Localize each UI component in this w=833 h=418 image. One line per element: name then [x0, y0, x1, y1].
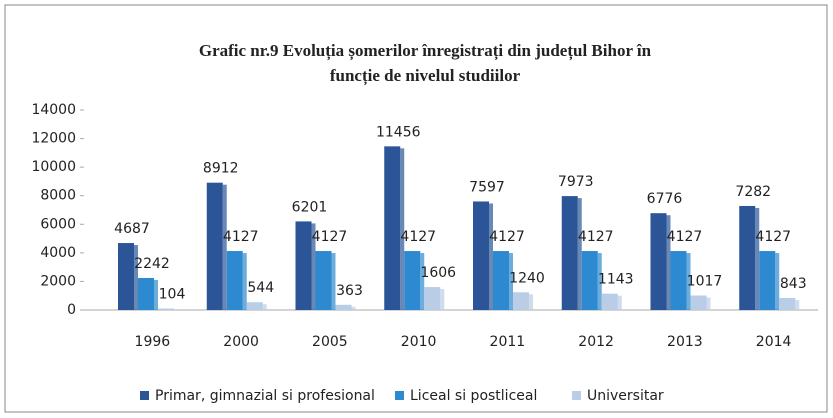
- x-tick-label: 2012: [578, 334, 614, 350]
- bar-side: [154, 279, 158, 310]
- bar: [335, 304, 352, 310]
- data-label: 4127: [667, 229, 703, 245]
- x-tick-label: 2000: [223, 334, 259, 350]
- bar: [650, 213, 667, 310]
- data-label: 544: [247, 280, 274, 296]
- data-label: 843: [780, 276, 807, 292]
- y-tick-label: 14000: [31, 102, 76, 118]
- chart-title: Grafic nr.9 Evoluția șomerilor înregistr…: [199, 41, 652, 61]
- bar: [601, 293, 618, 310]
- bar: [424, 287, 441, 310]
- y-tick-label: 0: [67, 302, 76, 318]
- bar-side: [242, 253, 247, 310]
- bar-side: [400, 148, 405, 310]
- bar: [404, 251, 421, 310]
- bar-side: [262, 304, 267, 310]
- bar-side: [351, 306, 356, 310]
- chart-border: [4, 4, 828, 413]
- bar-side: [577, 198, 582, 310]
- data-label: 4127: [578, 229, 614, 245]
- bar-side: [706, 297, 711, 310]
- bar-side: [311, 223, 316, 310]
- bar: [670, 251, 687, 310]
- data-label: 6201: [292, 199, 328, 215]
- bar: [315, 251, 332, 310]
- bar-side: [420, 253, 425, 310]
- data-label: 4687: [114, 221, 150, 237]
- bar-side: [617, 295, 622, 310]
- x-tick-label: 2010: [401, 334, 437, 350]
- bar: [759, 251, 776, 310]
- bar: [513, 292, 529, 310]
- legend-label: Universitar: [587, 388, 664, 404]
- x-tick-label: 2013: [667, 334, 703, 350]
- y-tick-label: 10000: [31, 159, 76, 175]
- data-label: 4127: [223, 229, 259, 245]
- bar: [295, 221, 312, 310]
- bar: [493, 251, 509, 310]
- bar-side: [795, 299, 800, 310]
- data-label: 7973: [558, 174, 594, 190]
- bar-side: [489, 203, 493, 310]
- bar: [581, 251, 598, 310]
- bar-side: [529, 294, 533, 310]
- y-tick-label: 2000: [40, 273, 76, 289]
- data-label: 1143: [598, 272, 634, 288]
- bar: [118, 243, 134, 310]
- x-tick-label: 1996: [135, 334, 171, 350]
- bar-side: [331, 253, 336, 310]
- bar: [138, 277, 154, 310]
- y-tick-label: 8000: [40, 188, 76, 204]
- data-label: 7282: [735, 184, 771, 200]
- data-label: 7597: [469, 179, 505, 195]
- bar: [473, 201, 489, 310]
- data-label: 2242: [134, 256, 170, 272]
- x-tick-label: 2014: [756, 334, 792, 350]
- legend-swatch: [395, 391, 404, 400]
- data-label: 363: [336, 283, 363, 299]
- data-label: 11456: [376, 124, 421, 140]
- chart-title: funcție de nivelul studiilor: [330, 66, 521, 86]
- bar-side: [509, 253, 513, 310]
- bar-side: [755, 207, 760, 310]
- bar: [779, 297, 796, 310]
- bar-side: [222, 184, 227, 310]
- bar: [226, 251, 243, 310]
- y-tick-label: 4000: [40, 245, 76, 261]
- bar: [561, 196, 578, 310]
- bar: [690, 295, 707, 310]
- bar-side: [597, 253, 602, 310]
- bar-side: [440, 289, 445, 310]
- data-label: 4127: [755, 229, 791, 245]
- data-label: 1017: [687, 273, 723, 289]
- data-label: 6776: [647, 191, 683, 207]
- y-tick-label: 6000: [40, 216, 76, 232]
- bar-side: [134, 245, 138, 310]
- bar-side: [666, 215, 671, 310]
- legend-label: Primar, gimnazial si profesional: [155, 388, 375, 404]
- data-label: 4127: [400, 229, 436, 245]
- bar-side: [775, 253, 780, 310]
- data-label: 4127: [312, 229, 348, 245]
- bar: [158, 308, 174, 310]
- data-label: 1240: [509, 270, 545, 286]
- x-tick-label: 2011: [490, 334, 526, 350]
- bar-side: [686, 253, 691, 310]
- y-tick-label: 12000: [31, 131, 76, 147]
- data-label: 1606: [420, 265, 456, 281]
- x-tick-label: 2005: [312, 334, 348, 350]
- bar: [246, 302, 263, 310]
- legend-label: Liceal si postliceal: [410, 388, 537, 404]
- data-label: 104: [159, 287, 186, 303]
- bar: [384, 146, 401, 310]
- data-label: 4127: [489, 229, 525, 245]
- legend-swatch: [572, 391, 581, 400]
- data-label: 8912: [203, 161, 239, 177]
- bar: [739, 205, 756, 310]
- legend-swatch: [140, 391, 149, 400]
- bar: [206, 182, 223, 310]
